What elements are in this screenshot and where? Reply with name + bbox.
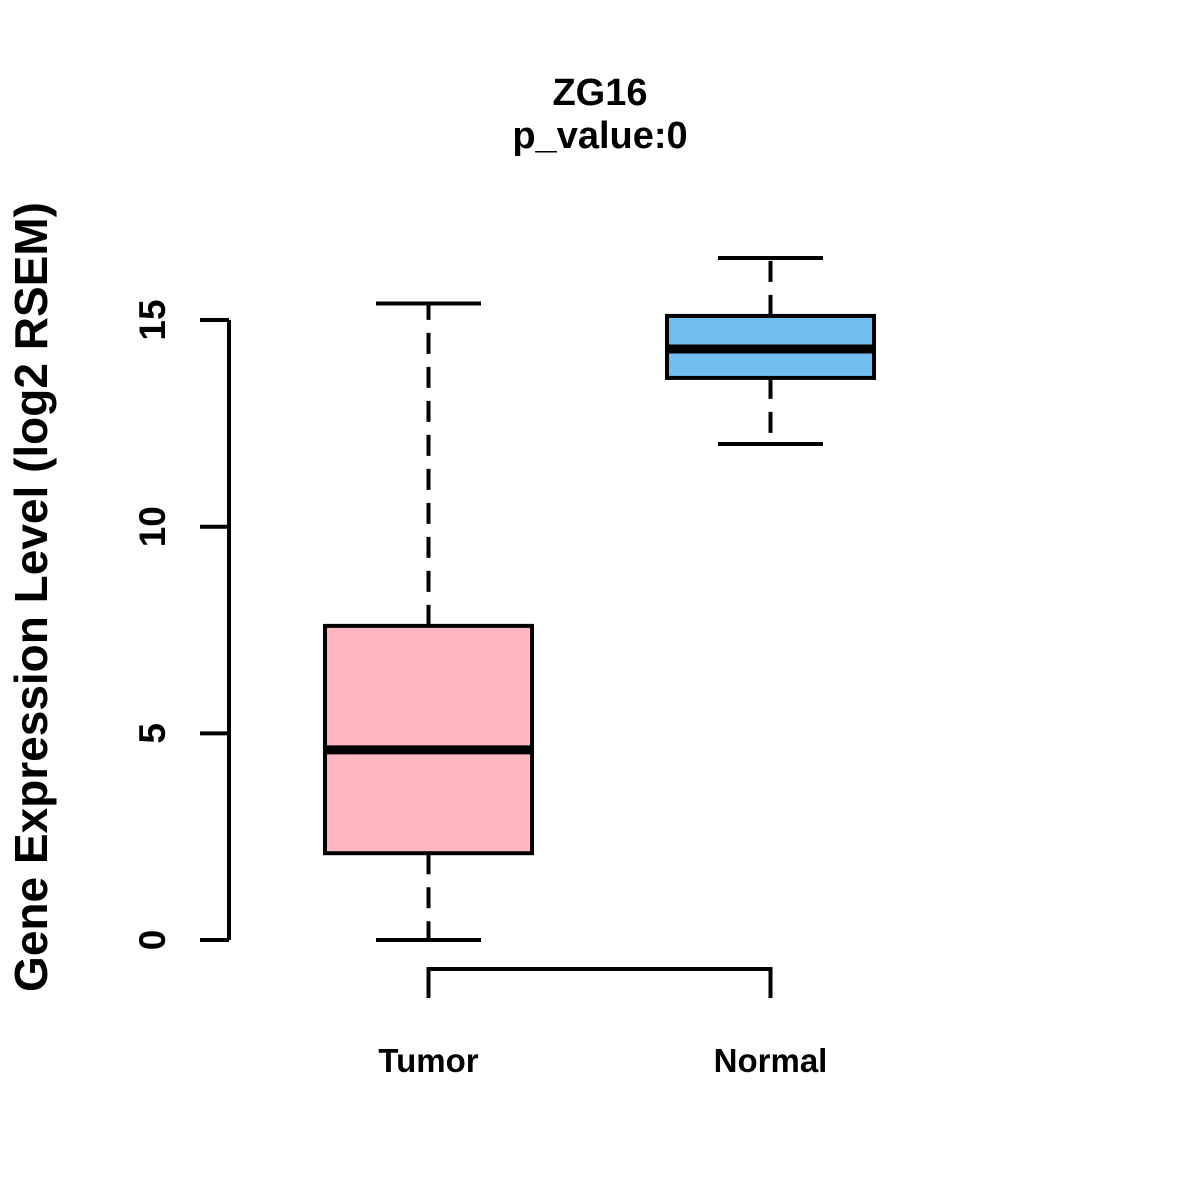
group-label-tumor: Tumor	[378, 1042, 478, 1079]
y-tick-label: 5	[132, 723, 173, 744]
box-tumor	[323, 623, 534, 856]
y-tick-label: 0	[132, 930, 173, 951]
y-tick-label: 15	[132, 299, 173, 340]
y-axis-title: Gene Expression Level (log2 RSEM)	[5, 202, 57, 992]
x-axis-bracket	[426, 967, 773, 998]
chart-subtitle: p_value:0	[512, 115, 687, 157]
y-tick-label: 10	[132, 506, 173, 547]
group-label-normal: Normal	[714, 1042, 828, 1079]
chart-title: ZG16	[552, 72, 647, 114]
chart-layer: 0 5 10 15 Tumor Normal	[132, 256, 876, 1079]
